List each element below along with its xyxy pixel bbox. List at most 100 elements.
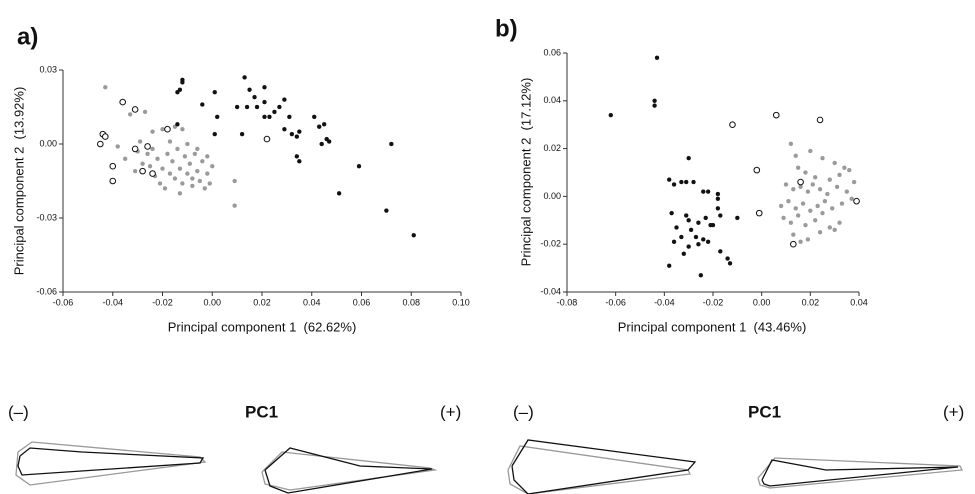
data-point bbox=[321, 122, 327, 127]
data-point bbox=[684, 179, 689, 185]
data-point bbox=[718, 249, 723, 254]
data-point bbox=[786, 198, 791, 204]
x-tick-label: 0.08 bbox=[402, 297, 420, 307]
y-tick-label: -0.06 bbox=[36, 286, 57, 296]
data-point bbox=[788, 220, 794, 225]
data-point bbox=[667, 263, 672, 268]
data-point bbox=[686, 155, 691, 161]
data-point bbox=[180, 181, 185, 186]
panel-label: b) bbox=[495, 15, 518, 42]
data-point bbox=[157, 181, 163, 186]
y-tick-label: -0.02 bbox=[540, 239, 561, 249]
data-point bbox=[162, 186, 168, 191]
data-point bbox=[753, 166, 761, 174]
plus-label: (+) bbox=[943, 402, 964, 421]
data-point bbox=[837, 220, 842, 225]
data-point bbox=[160, 126, 165, 132]
data-point bbox=[790, 240, 797, 248]
data-point bbox=[389, 141, 394, 147]
shape-outline bbox=[757, 457, 964, 489]
data-point bbox=[805, 189, 811, 194]
data-point bbox=[132, 168, 138, 174]
data-point bbox=[705, 189, 711, 194]
data-point bbox=[718, 213, 723, 218]
x-tick-label: -0.04 bbox=[654, 297, 675, 307]
data-point bbox=[810, 182, 815, 187]
data-point bbox=[696, 241, 701, 247]
data-point bbox=[175, 146, 180, 152]
data-point bbox=[317, 124, 322, 129]
data-point bbox=[813, 218, 818, 223]
data-point bbox=[252, 94, 257, 100]
data-point bbox=[688, 227, 694, 233]
data-point bbox=[847, 167, 852, 173]
data-point bbox=[287, 114, 292, 120]
data-point bbox=[115, 144, 120, 149]
shape-outline bbox=[15, 441, 207, 486]
data-point bbox=[703, 215, 708, 221]
data-point bbox=[832, 227, 837, 233]
data-point bbox=[842, 165, 847, 170]
x-axis-title: Principal component 1 (62.62%) bbox=[168, 319, 357, 334]
shape-outline bbox=[264, 447, 433, 494]
shape-diagrams bbox=[15, 439, 964, 494]
data-point bbox=[696, 220, 701, 225]
data-point bbox=[817, 230, 823, 235]
data-point bbox=[212, 89, 217, 95]
data-point bbox=[312, 114, 317, 120]
data-point bbox=[778, 203, 784, 209]
data-point bbox=[691, 179, 696, 185]
data-point bbox=[805, 237, 811, 242]
data-point bbox=[356, 163, 362, 169]
y-tick-label: 0.03 bbox=[39, 64, 57, 74]
y-tick-label: 0.06 bbox=[543, 47, 561, 57]
data-point bbox=[145, 151, 150, 157]
minus-label: (–) bbox=[8, 402, 29, 421]
data-point bbox=[727, 261, 733, 266]
data-point bbox=[247, 87, 252, 92]
data-point bbox=[834, 184, 840, 190]
data-point bbox=[190, 176, 195, 181]
data-point bbox=[239, 131, 245, 137]
data-point bbox=[254, 104, 260, 110]
data-point bbox=[844, 189, 850, 194]
data-point bbox=[837, 172, 842, 178]
x-tick-label: 0.00 bbox=[753, 297, 771, 307]
data-point bbox=[839, 201, 845, 206]
data-point bbox=[103, 85, 108, 90]
data-point bbox=[822, 198, 828, 204]
data-point bbox=[150, 146, 155, 152]
y-tick-label: -0.03 bbox=[36, 212, 57, 222]
data-point bbox=[735, 215, 740, 221]
data-point bbox=[207, 181, 212, 186]
x-tick-label: -0.08 bbox=[557, 297, 578, 307]
data-point bbox=[411, 233, 416, 238]
shape-outline bbox=[507, 445, 691, 494]
data-point bbox=[242, 75, 247, 80]
data-point bbox=[244, 104, 250, 110]
data-point bbox=[825, 191, 830, 197]
data-point bbox=[698, 273, 704, 278]
data-point bbox=[827, 225, 832, 230]
x-tick-label: -0.06 bbox=[53, 297, 74, 307]
data-point bbox=[140, 161, 145, 166]
data-point bbox=[272, 109, 277, 115]
data-point bbox=[820, 155, 825, 161]
data-point bbox=[793, 206, 798, 211]
data-point bbox=[160, 166, 165, 171]
data-point bbox=[669, 210, 674, 216]
data-point bbox=[200, 159, 205, 164]
data-point bbox=[175, 122, 180, 127]
data-point bbox=[180, 80, 185, 85]
data-point bbox=[195, 168, 200, 174]
data-point bbox=[679, 234, 684, 240]
data-point bbox=[150, 129, 155, 134]
x-tick-label: 0.02 bbox=[802, 297, 820, 307]
y-axis-title: Principal component 2 (13.92%) bbox=[11, 87, 26, 276]
data-point bbox=[200, 102, 205, 107]
data-point bbox=[654, 55, 660, 60]
data-point bbox=[715, 191, 721, 197]
data-point bbox=[849, 196, 854, 201]
data-point bbox=[803, 170, 808, 175]
data-point bbox=[167, 139, 173, 144]
